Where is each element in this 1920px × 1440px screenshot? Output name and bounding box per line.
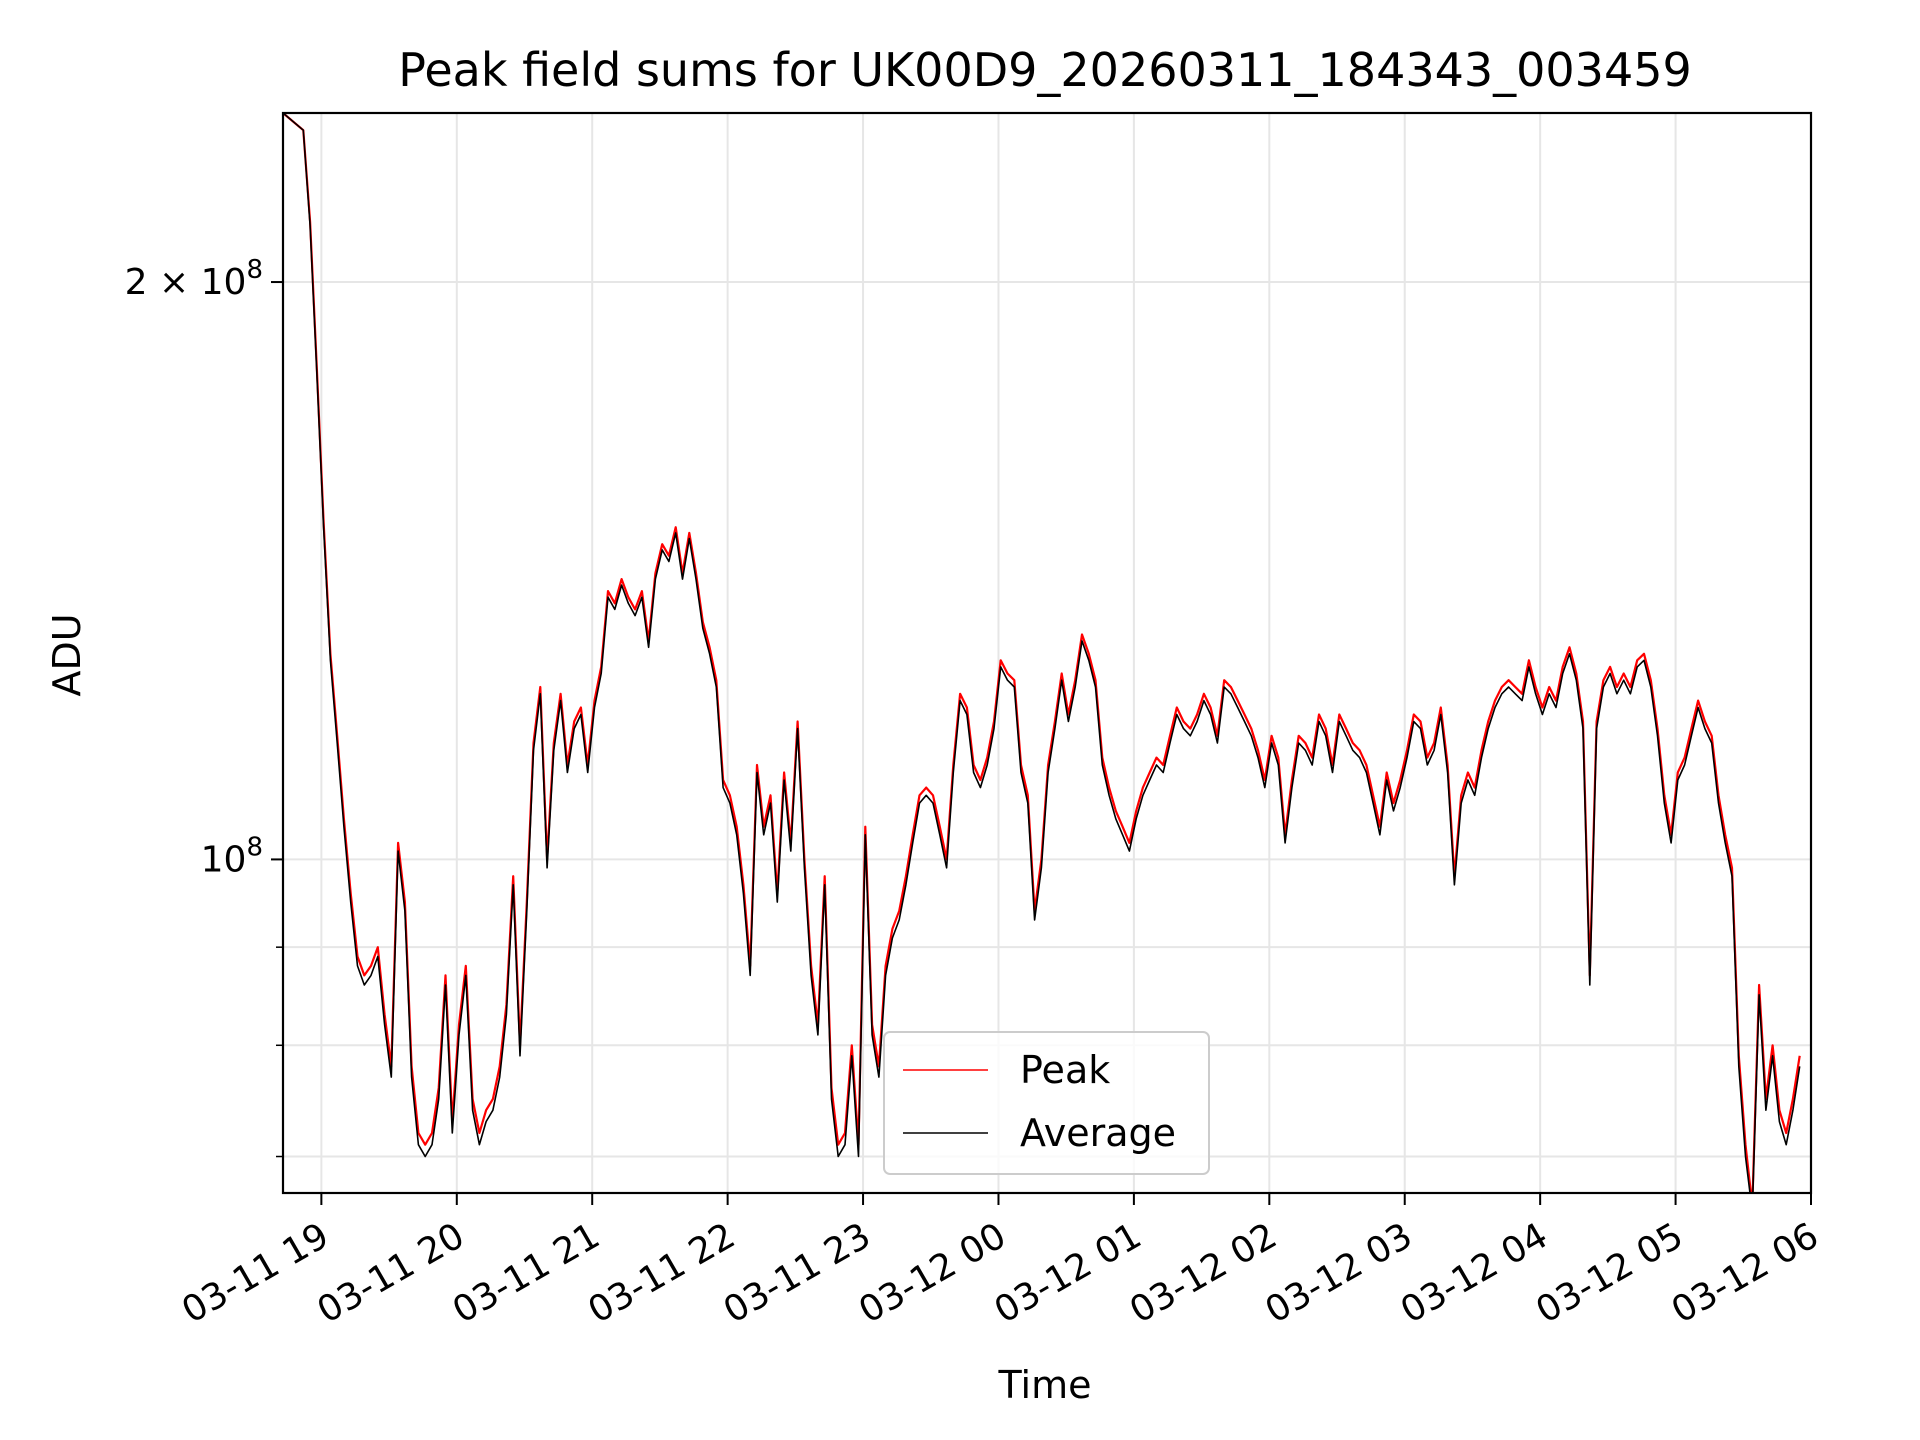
y-axis-label: ADU bbox=[45, 613, 89, 696]
chart-title: Peak field sums for UK00D9_20260311_1843… bbox=[398, 43, 1692, 97]
x-axis-label: Time bbox=[998, 1363, 1092, 1407]
axes-frame bbox=[281, 111, 1813, 1195]
series-line-average bbox=[283, 113, 1801, 1193]
y-tick-label: 108 bbox=[201, 832, 263, 880]
plot-area bbox=[283, 113, 1801, 1193]
legend-label-peak: Peak bbox=[1020, 1048, 1110, 1092]
y-tick-label: 2 × 108 bbox=[125, 255, 263, 303]
legend: Peak Average bbox=[883, 1031, 1210, 1175]
legend-label-average: Average bbox=[1020, 1111, 1176, 1155]
y-axis: 108 2 × 108 bbox=[125, 255, 283, 1158]
legend-box bbox=[883, 1031, 1210, 1175]
